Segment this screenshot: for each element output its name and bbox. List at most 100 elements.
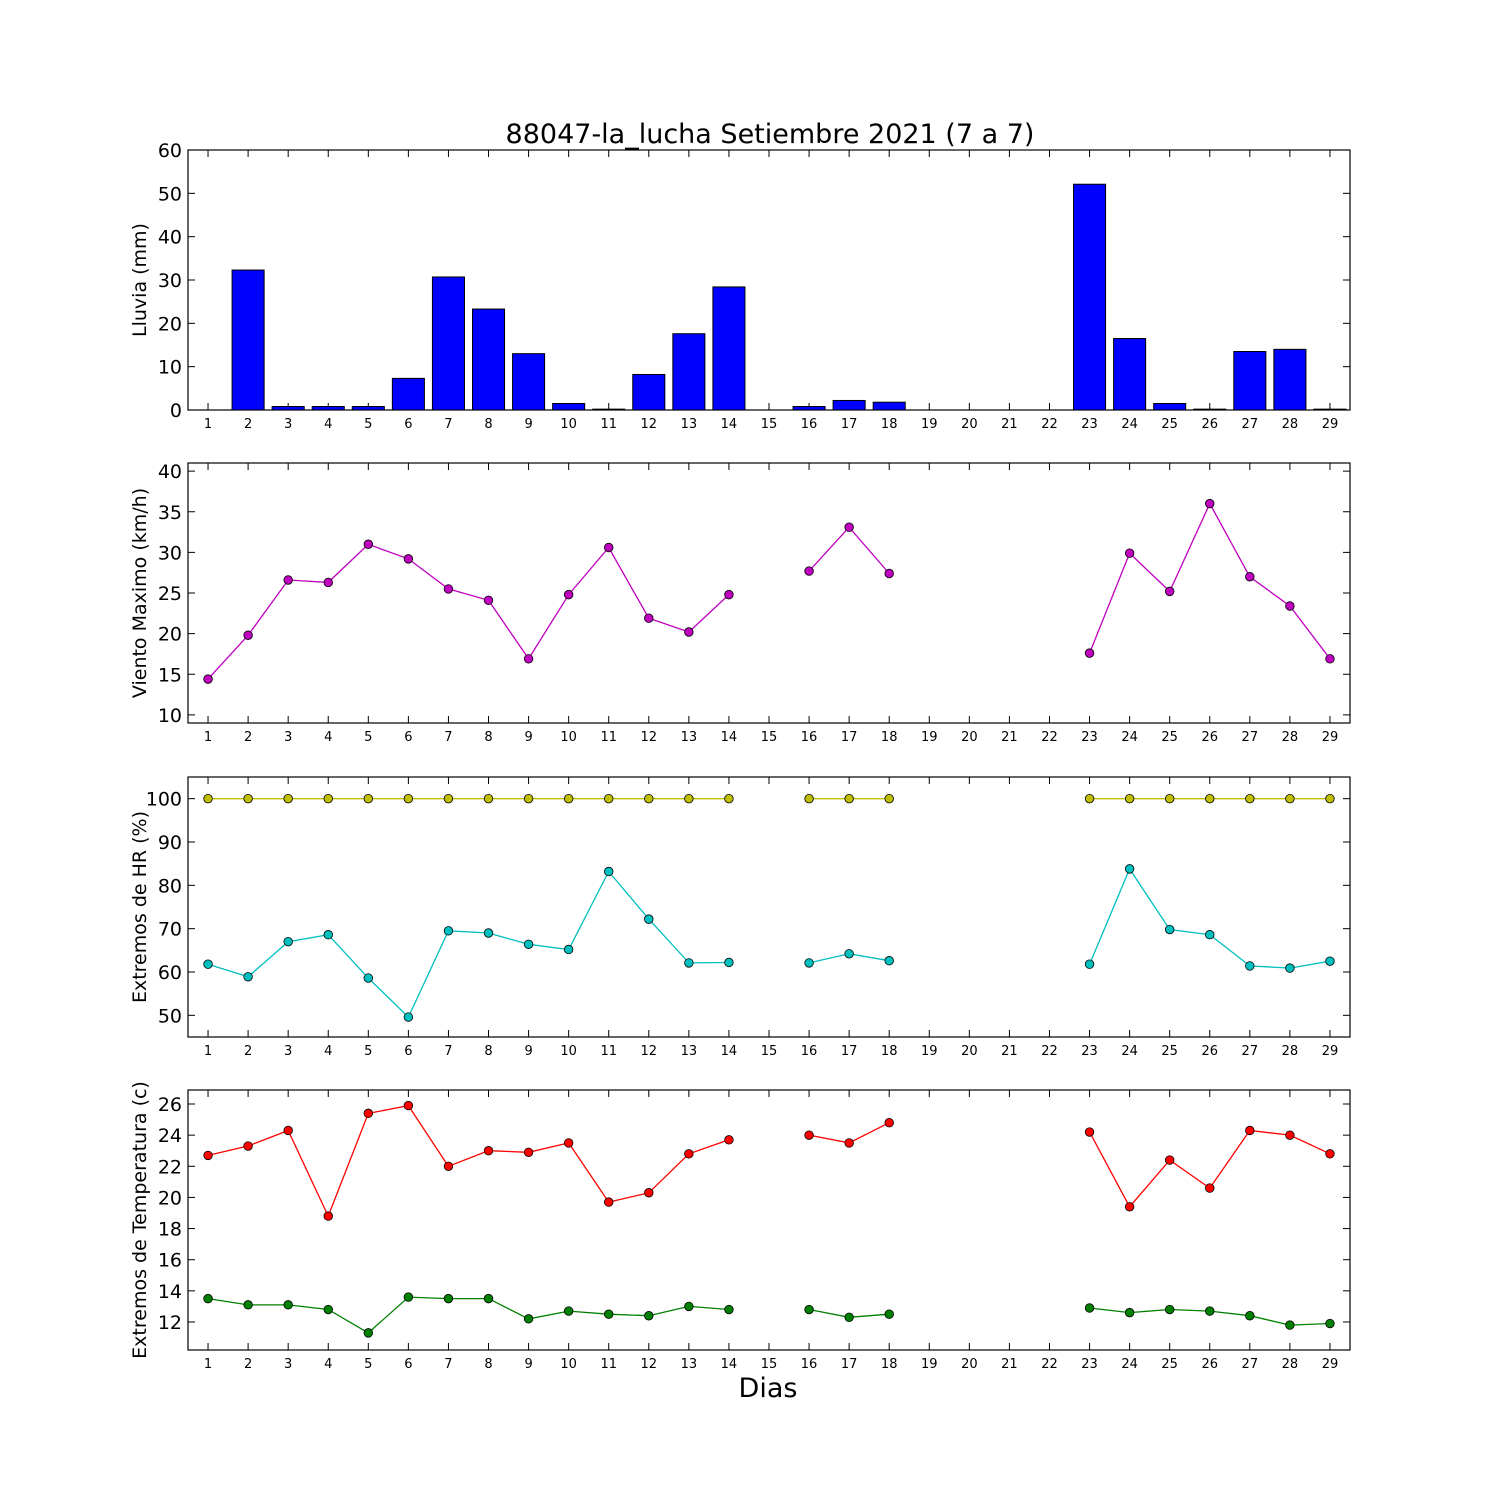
y-tick-label: 20 xyxy=(158,313,182,335)
bar-day-5 xyxy=(351,406,385,411)
x-tick-label: 24 xyxy=(1121,417,1138,432)
bar-day-18 xyxy=(872,401,906,411)
series-2-point-day-25 xyxy=(1164,1304,1175,1315)
series-2-point-day-5 xyxy=(363,973,374,983)
x-tick-label: 22 xyxy=(1041,730,1058,745)
x-tick-label: 13 xyxy=(681,1357,698,1372)
x-tick-label: 23 xyxy=(1081,730,1098,745)
series-1-point-day-13 xyxy=(684,1149,694,1159)
y-tick-label: 20 xyxy=(158,1187,182,1209)
x-tick-label: 8 xyxy=(484,730,492,745)
series-1-point-day-1 xyxy=(203,1150,213,1161)
x-tick-label: 15 xyxy=(761,1357,778,1372)
series-1-point-day-3 xyxy=(283,793,293,804)
series-2-point-day-16 xyxy=(804,958,814,968)
series-2-point-day-8 xyxy=(483,1293,494,1304)
x-tick-label: 6 xyxy=(404,417,412,432)
x-tick-label: 6 xyxy=(404,730,412,745)
x-tick-label: 3 xyxy=(284,730,292,745)
series-2-point-day-2 xyxy=(243,1300,253,1310)
series-1-point-day-9 xyxy=(523,1147,534,1157)
x-tick-label: 14 xyxy=(721,730,738,745)
x-tick-label: 23 xyxy=(1081,417,1098,432)
series-2-point-day-9 xyxy=(523,1314,534,1324)
series-1-point-day-16 xyxy=(804,1130,814,1140)
series-1-point-day-27 xyxy=(1245,1125,1255,1136)
series-2-point-day-29 xyxy=(1325,1318,1335,1329)
x-tick-label: 18 xyxy=(881,730,898,745)
series-1-point-day-14 xyxy=(724,793,734,804)
x-tick-label: 11 xyxy=(600,1357,617,1372)
series-1-point-day-29 xyxy=(1325,793,1335,804)
y-tick-label: 24 xyxy=(158,1125,182,1147)
series-2-point-day-18 xyxy=(884,1309,894,1319)
x-tick-label: 18 xyxy=(881,417,898,432)
series-1-point-day-8 xyxy=(483,793,494,804)
series-1-point-day-8 xyxy=(483,595,494,606)
y-axis-label: Extremos de HR (%) xyxy=(129,811,151,1003)
x-tick-label: 11 xyxy=(600,417,617,432)
series-2-point-day-3 xyxy=(283,936,293,947)
x-tick-label: 17 xyxy=(841,1357,858,1372)
x-tick-label: 21 xyxy=(1001,417,1018,432)
x-tick-label: 2 xyxy=(244,730,252,745)
y-tick-label: 30 xyxy=(158,270,182,292)
series-2-point-day-6 xyxy=(403,1292,414,1302)
series-1-point-day-26 xyxy=(1205,498,1215,509)
bar-day-13 xyxy=(672,333,706,411)
y-tick-label: 14 xyxy=(158,1281,182,1303)
x-tick-label: 20 xyxy=(961,1044,978,1059)
series-2-line xyxy=(207,1296,729,1334)
x-tick-label: 9 xyxy=(524,1044,532,1059)
series-2-point-day-1 xyxy=(203,1293,213,1304)
x-tick-label: 13 xyxy=(681,1044,698,1059)
x-tick-label: 15 xyxy=(761,730,778,745)
x-tick-label: 26 xyxy=(1201,1357,1218,1372)
x-tick-label: 24 xyxy=(1121,1357,1138,1372)
series-1-point-day-9 xyxy=(523,654,534,664)
x-tick-label: 4 xyxy=(324,1357,332,1372)
x-tick-label: 1 xyxy=(204,1357,212,1372)
x-tick-label: 5 xyxy=(364,730,372,745)
y-tick-label: 20 xyxy=(158,624,182,646)
x-tick-label: 8 xyxy=(484,1357,492,1372)
series-2-point-day-11 xyxy=(604,1309,614,1319)
x-tick-label: 25 xyxy=(1161,417,1178,432)
series-1-point-day-10 xyxy=(563,1138,574,1148)
series-1-point-day-23 xyxy=(1084,793,1095,804)
series-1-point-day-7 xyxy=(443,793,454,804)
series-2-point-day-11 xyxy=(604,866,614,877)
series-1-point-day-25 xyxy=(1164,793,1175,804)
x-tick-label: 29 xyxy=(1322,730,1339,745)
series-1-point-day-25 xyxy=(1164,586,1175,597)
x-tick-label: 1 xyxy=(204,1044,212,1059)
bar-day-10 xyxy=(552,403,586,411)
y-tick-label: 16 xyxy=(158,1250,182,1272)
bar-day-26 xyxy=(1193,408,1227,411)
x-tick-label: 18 xyxy=(881,1044,898,1059)
series-1-point-day-16 xyxy=(804,793,814,804)
y-tick-label: 90 xyxy=(158,832,182,854)
x-tick-label: 22 xyxy=(1041,1357,1058,1372)
series-2-point-day-1 xyxy=(203,959,213,969)
x-tick-label: 27 xyxy=(1242,1044,1259,1059)
y-tick-label: 18 xyxy=(158,1219,182,1241)
bar-day-27 xyxy=(1233,351,1267,411)
series-1-point-day-18 xyxy=(884,793,894,804)
series-2-point-day-24 xyxy=(1124,864,1135,874)
series-2-point-day-12 xyxy=(644,914,654,924)
x-tick-label: 6 xyxy=(404,1044,412,1059)
y-tick-label: 70 xyxy=(158,919,182,941)
x-tick-label: 29 xyxy=(1322,417,1339,432)
series-1-point-day-29 xyxy=(1325,654,1335,664)
x-tick-label: 22 xyxy=(1041,417,1058,432)
series-1-point-day-3 xyxy=(283,575,293,585)
series-1-point-day-1 xyxy=(203,793,213,804)
series-1-point-day-2 xyxy=(243,793,253,804)
bar-day-9 xyxy=(512,353,546,411)
y-tick-label: 0 xyxy=(170,400,182,422)
x-tick-label: 3 xyxy=(284,417,292,432)
